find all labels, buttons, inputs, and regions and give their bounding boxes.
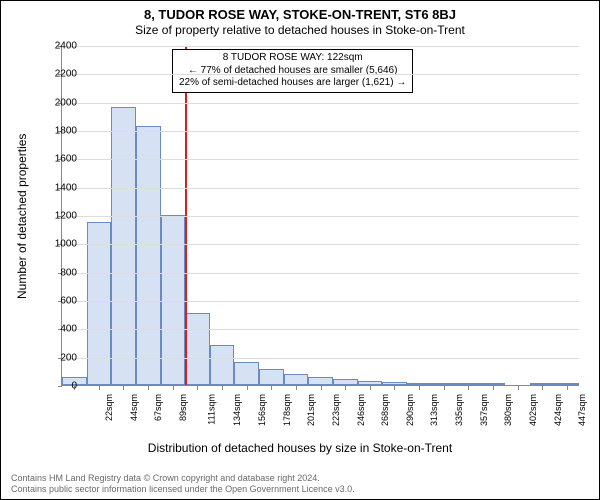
gridline (62, 46, 579, 47)
y-tick-label: 1000 (37, 239, 77, 250)
x-tick-mark (542, 386, 543, 390)
x-tick-mark (444, 386, 445, 390)
chart-title: 8, TUDOR ROSE WAY, STOKE-ON-TRENT, ST6 8… (1, 7, 599, 22)
gridline (62, 244, 579, 245)
x-tick-mark (394, 386, 395, 390)
x-tick-mark (321, 386, 322, 390)
histogram-bar (333, 379, 358, 385)
annotation-line1: 8 TUDOR ROSE WAY: 122sqm (179, 52, 406, 65)
footer-line2: Contains public sector information licen… (11, 484, 355, 495)
annotation-line3: 22% of semi-detached houses are larger (… (179, 77, 406, 90)
histogram-bar (555, 383, 580, 385)
x-tick-label: 357sqm (479, 394, 489, 426)
x-tick-mark (370, 386, 371, 390)
histogram-bar (234, 362, 259, 385)
x-tick-label: 67sqm (154, 394, 164, 421)
histogram-bar (530, 383, 555, 385)
x-tick-mark (99, 386, 100, 390)
y-tick-label: 200 (37, 352, 77, 363)
histogram-bar (481, 383, 506, 385)
histogram-bar (136, 126, 161, 385)
x-tick-label: 111sqm (206, 394, 216, 425)
y-tick-label: 1800 (37, 126, 77, 137)
histogram-bar (358, 381, 383, 385)
plot-area: 8 TUDOR ROSE WAY: 122sqm ← 77% of detach… (61, 46, 579, 386)
footer-attribution: Contains HM Land Registry data © Crown c… (11, 473, 355, 496)
histogram-bar (259, 369, 284, 385)
gridline (62, 358, 579, 359)
x-tick-mark (468, 386, 469, 390)
histogram-bar (456, 383, 481, 385)
y-tick-label: 0 (37, 381, 77, 392)
gridline (62, 188, 579, 189)
x-tick-mark (518, 386, 519, 390)
histogram-bar (87, 222, 112, 385)
x-tick-label: 335sqm (454, 394, 464, 426)
gridline (62, 74, 579, 75)
x-tick-label: 223sqm (331, 394, 341, 426)
x-tick-label: 178sqm (282, 394, 292, 426)
y-tick-label: 1600 (37, 154, 77, 165)
y-tick-label: 600 (37, 296, 77, 307)
x-tick-area: 22sqm 44sqm 67sqm 89sqm 111sqm 134sqm 156sqm 17… (61, 386, 579, 441)
x-tick-label: 380sqm (503, 394, 513, 426)
gridline (62, 159, 579, 160)
histogram-bar (382, 382, 407, 385)
gridline (62, 273, 579, 274)
x-tick-label: 447sqm (577, 394, 587, 426)
x-tick-mark (173, 386, 174, 390)
x-tick-label: 402sqm (528, 394, 538, 426)
gridline (62, 216, 579, 217)
x-tick-label: 134sqm (232, 394, 242, 426)
x-tick-mark (197, 386, 198, 390)
y-tick-label: 1400 (37, 182, 77, 193)
x-tick-label: 246sqm (356, 394, 366, 426)
histogram-bar (284, 374, 309, 385)
x-tick-label: 22sqm (104, 394, 114, 421)
histogram-bar (308, 377, 333, 385)
histogram-bar (161, 215, 186, 385)
x-tick-mark (148, 386, 149, 390)
x-tick-mark (296, 386, 297, 390)
y-tick-label: 400 (37, 324, 77, 335)
x-tick-label: 44sqm (129, 394, 139, 421)
x-tick-label: 290sqm (405, 394, 415, 426)
x-axis-label: Distribution of detached houses by size … (1, 441, 599, 455)
y-tick-label: 1200 (37, 211, 77, 222)
x-tick-mark (567, 386, 568, 390)
y-tick-label: 800 (37, 267, 77, 278)
x-tick-label: 89sqm (178, 394, 188, 421)
histogram-bar (111, 107, 136, 385)
histogram-bar (431, 383, 456, 385)
gridline (62, 103, 579, 104)
x-tick-label: 424sqm (553, 394, 563, 426)
annotation-box: 8 TUDOR ROSE WAY: 122sqm ← 77% of detach… (172, 49, 413, 93)
chart-container: 8, TUDOR ROSE WAY, STOKE-ON-TRENT, ST6 8… (0, 0, 600, 500)
gridline (62, 131, 579, 132)
y-tick-label: 2200 (37, 69, 77, 80)
gridline (62, 329, 579, 330)
y-tick-label: 2400 (37, 41, 77, 52)
x-tick-mark (345, 386, 346, 390)
histogram-bar (210, 345, 235, 385)
x-tick-label: 201sqm (306, 394, 316, 426)
x-tick-mark (123, 386, 124, 390)
x-tick-mark (493, 386, 494, 390)
x-tick-mark (271, 386, 272, 390)
x-tick-mark (419, 386, 420, 390)
x-tick-mark (247, 386, 248, 390)
y-tick-label: 2000 (37, 97, 77, 108)
x-tick-label: 268sqm (380, 394, 390, 426)
chart-subtitle: Size of property relative to detached ho… (1, 23, 599, 37)
x-tick-label: 156sqm (257, 394, 267, 426)
histogram-bar (185, 313, 210, 385)
y-axis-label: Number of detached properties (15, 134, 29, 299)
histogram-bar (407, 383, 432, 385)
gridline (62, 301, 579, 302)
x-tick-label: 313sqm (429, 394, 439, 426)
footer-line1: Contains HM Land Registry data © Crown c… (11, 473, 355, 484)
x-tick-mark (222, 386, 223, 390)
